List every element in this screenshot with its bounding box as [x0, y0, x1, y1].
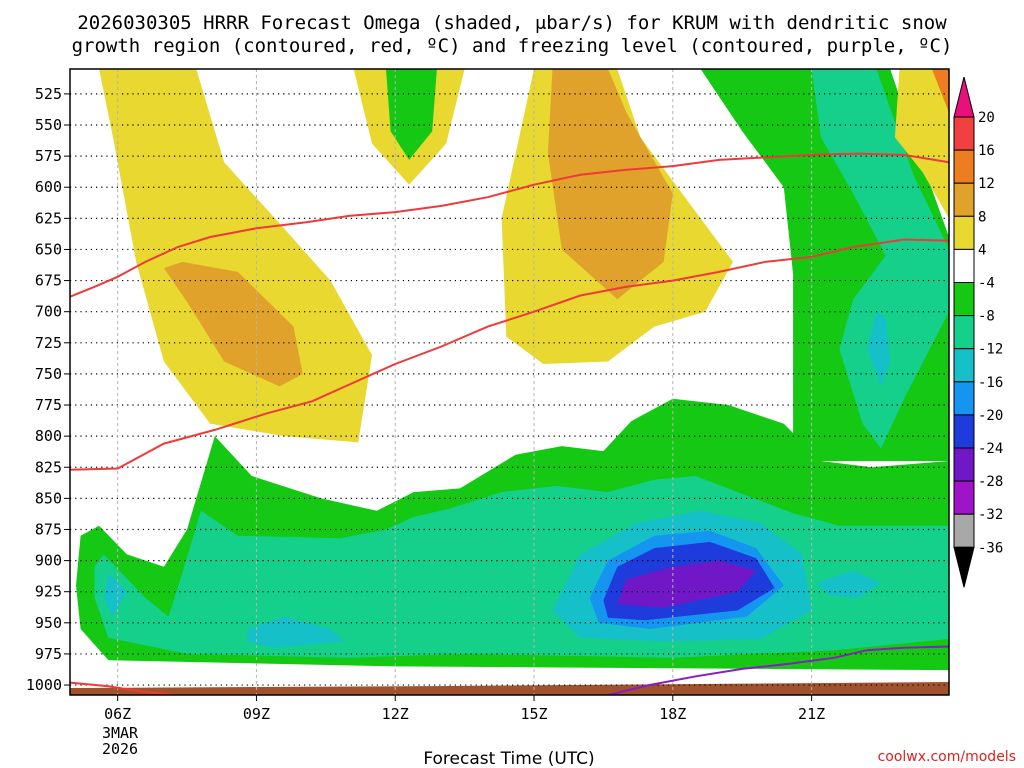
colorbar-legend: 20 16 12 8 4 -4 -8 -12 -16 -20 -24 -28 -32 -36: [953, 76, 1003, 588]
colorbar-swatch-16-to-12: [953, 149, 975, 184]
colorbar-label--12: -12: [978, 342, 1003, 358]
y-tick-label-625: 625: [35, 209, 62, 227]
y-tick-label-700: 700: [35, 303, 62, 321]
y-tick-label-900: 900: [35, 552, 62, 570]
omega-region-0: [99, 69, 373, 443]
plot-frame: [69, 68, 950, 696]
omega-region-9: [894, 69, 949, 219]
date-label-month: 3MAR: [102, 724, 139, 742]
colorbar-swatch--4-to--8: [953, 282, 975, 317]
colorbar-swatch-8-to-4: [953, 215, 975, 250]
plot-area: [70, 69, 949, 695]
colorbar-label--4: -4: [978, 276, 995, 292]
y-tick-label-600: 600: [35, 178, 62, 196]
dgz-contour--12C: [70, 152, 949, 298]
x-axis-time: 06Z 09Z 12Z 15Z 18Z 21Z: [104, 695, 825, 723]
y-tick-label-725: 725: [35, 334, 62, 352]
colorbar-swatch--16-to--20: [953, 381, 975, 416]
y-tick-label-975: 975: [35, 645, 62, 663]
colorbar-swatch--24-to--28: [953, 447, 975, 482]
y-tick-label-1000: 1000: [26, 676, 62, 694]
x-tick-label-18Z: 18Z: [659, 705, 686, 723]
chart-title-line-1: 2026030305 HRRR Forecast Omega (shaded, …: [77, 12, 947, 34]
y-axis-pressure: 525 550 575 600 625 650 675 700 725 750 775 800 825 8…: [26, 85, 70, 694]
colorbar-swatch-20-to-16: [953, 116, 975, 151]
omega-region-16: [816, 570, 881, 598]
dgz-contour--12C-low: [70, 681, 174, 695]
colorbar-swatch-top: [953, 76, 975, 118]
omega-region-14: [247, 616, 345, 648]
colorbar-label-16: 16: [978, 143, 995, 159]
y-tick-label-550: 550: [35, 116, 62, 134]
colorbar-swatch--8-to--12: [953, 315, 975, 350]
colorbar-label--36: -36: [978, 540, 1003, 556]
colorbar-label--24: -24: [978, 441, 1003, 457]
y-tick-label-525: 525: [35, 85, 62, 103]
y-tick-label-850: 850: [35, 489, 62, 507]
chart-title-line-2: growth region (contoured, red, ºC) and f…: [72, 35, 953, 57]
omega-region-19: [617, 560, 757, 608]
x-tick-label-09Z: 09Z: [243, 705, 270, 723]
colorbar-label--8: -8: [978, 309, 995, 325]
colorbar-swatch-4-to--4: [953, 248, 975, 283]
credit-link[interactable]: coolwx.com/models: [878, 749, 1016, 765]
y-tick-label-750: 750: [35, 365, 62, 383]
colorbar-swatch--28-to--32: [953, 480, 975, 515]
y-tick-label-825: 825: [35, 458, 62, 476]
omega-region-5: [547, 69, 673, 300]
omega-region-13: [103, 573, 127, 617]
y-tick-label-675: 675: [35, 272, 62, 290]
colorbar-swatch--12-to--16: [953, 348, 975, 383]
colorbar-label-4: 4: [978, 242, 986, 258]
x-tick-label-06Z: 06Z: [104, 705, 131, 723]
colorbar-label--20: -20: [978, 408, 1003, 424]
omega-region-1: [163, 261, 303, 387]
terrain-strip: [70, 682, 949, 695]
y-tick-label-575: 575: [35, 147, 62, 165]
y-tick-label-925: 925: [35, 583, 62, 601]
x-tick-label-15Z: 15Z: [520, 705, 547, 723]
omega-region-8: [867, 311, 891, 387]
x-axis-title: Forecast Time (UTC): [423, 749, 594, 768]
x-tick-label-21Z: 21Z: [798, 705, 825, 723]
colorbar-swatch--20-to--24: [953, 414, 975, 449]
colorbar-swatch-bottom: [953, 546, 975, 588]
gridlines: [70, 69, 949, 695]
colorbar-label--32: -32: [978, 507, 1003, 523]
colorbar-label--16: -16: [978, 375, 1003, 391]
freezing-level-contour: [607, 645, 949, 695]
omega-region-10: [931, 69, 949, 113]
dgz-contour--18C: [70, 238, 949, 471]
contour-lines: [70, 152, 949, 695]
omega-region-7: [811, 69, 949, 449]
y-tick-label-950: 950: [35, 614, 62, 632]
terrain-layer: [70, 682, 949, 695]
colorbar-label-20: 20: [978, 110, 995, 126]
colorbar-label--28: -28: [978, 474, 1003, 490]
colorbar-swatch-12-to-8: [953, 182, 975, 217]
colorbar-swatch--32-to--36: [953, 513, 975, 548]
omega-region-3: [386, 69, 437, 160]
y-tick-label-875: 875: [35, 520, 62, 538]
colorbar-label-12: 12: [978, 176, 995, 192]
colorbar-label-8: 8: [978, 209, 986, 225]
omega-shading: [76, 69, 949, 671]
date-label-year: 2026: [102, 740, 138, 758]
y-tick-label-650: 650: [35, 240, 62, 258]
x-tick-label-12Z: 12Z: [382, 705, 409, 723]
y-tick-label-775: 775: [35, 396, 62, 414]
y-tick-label-800: 800: [35, 427, 62, 445]
